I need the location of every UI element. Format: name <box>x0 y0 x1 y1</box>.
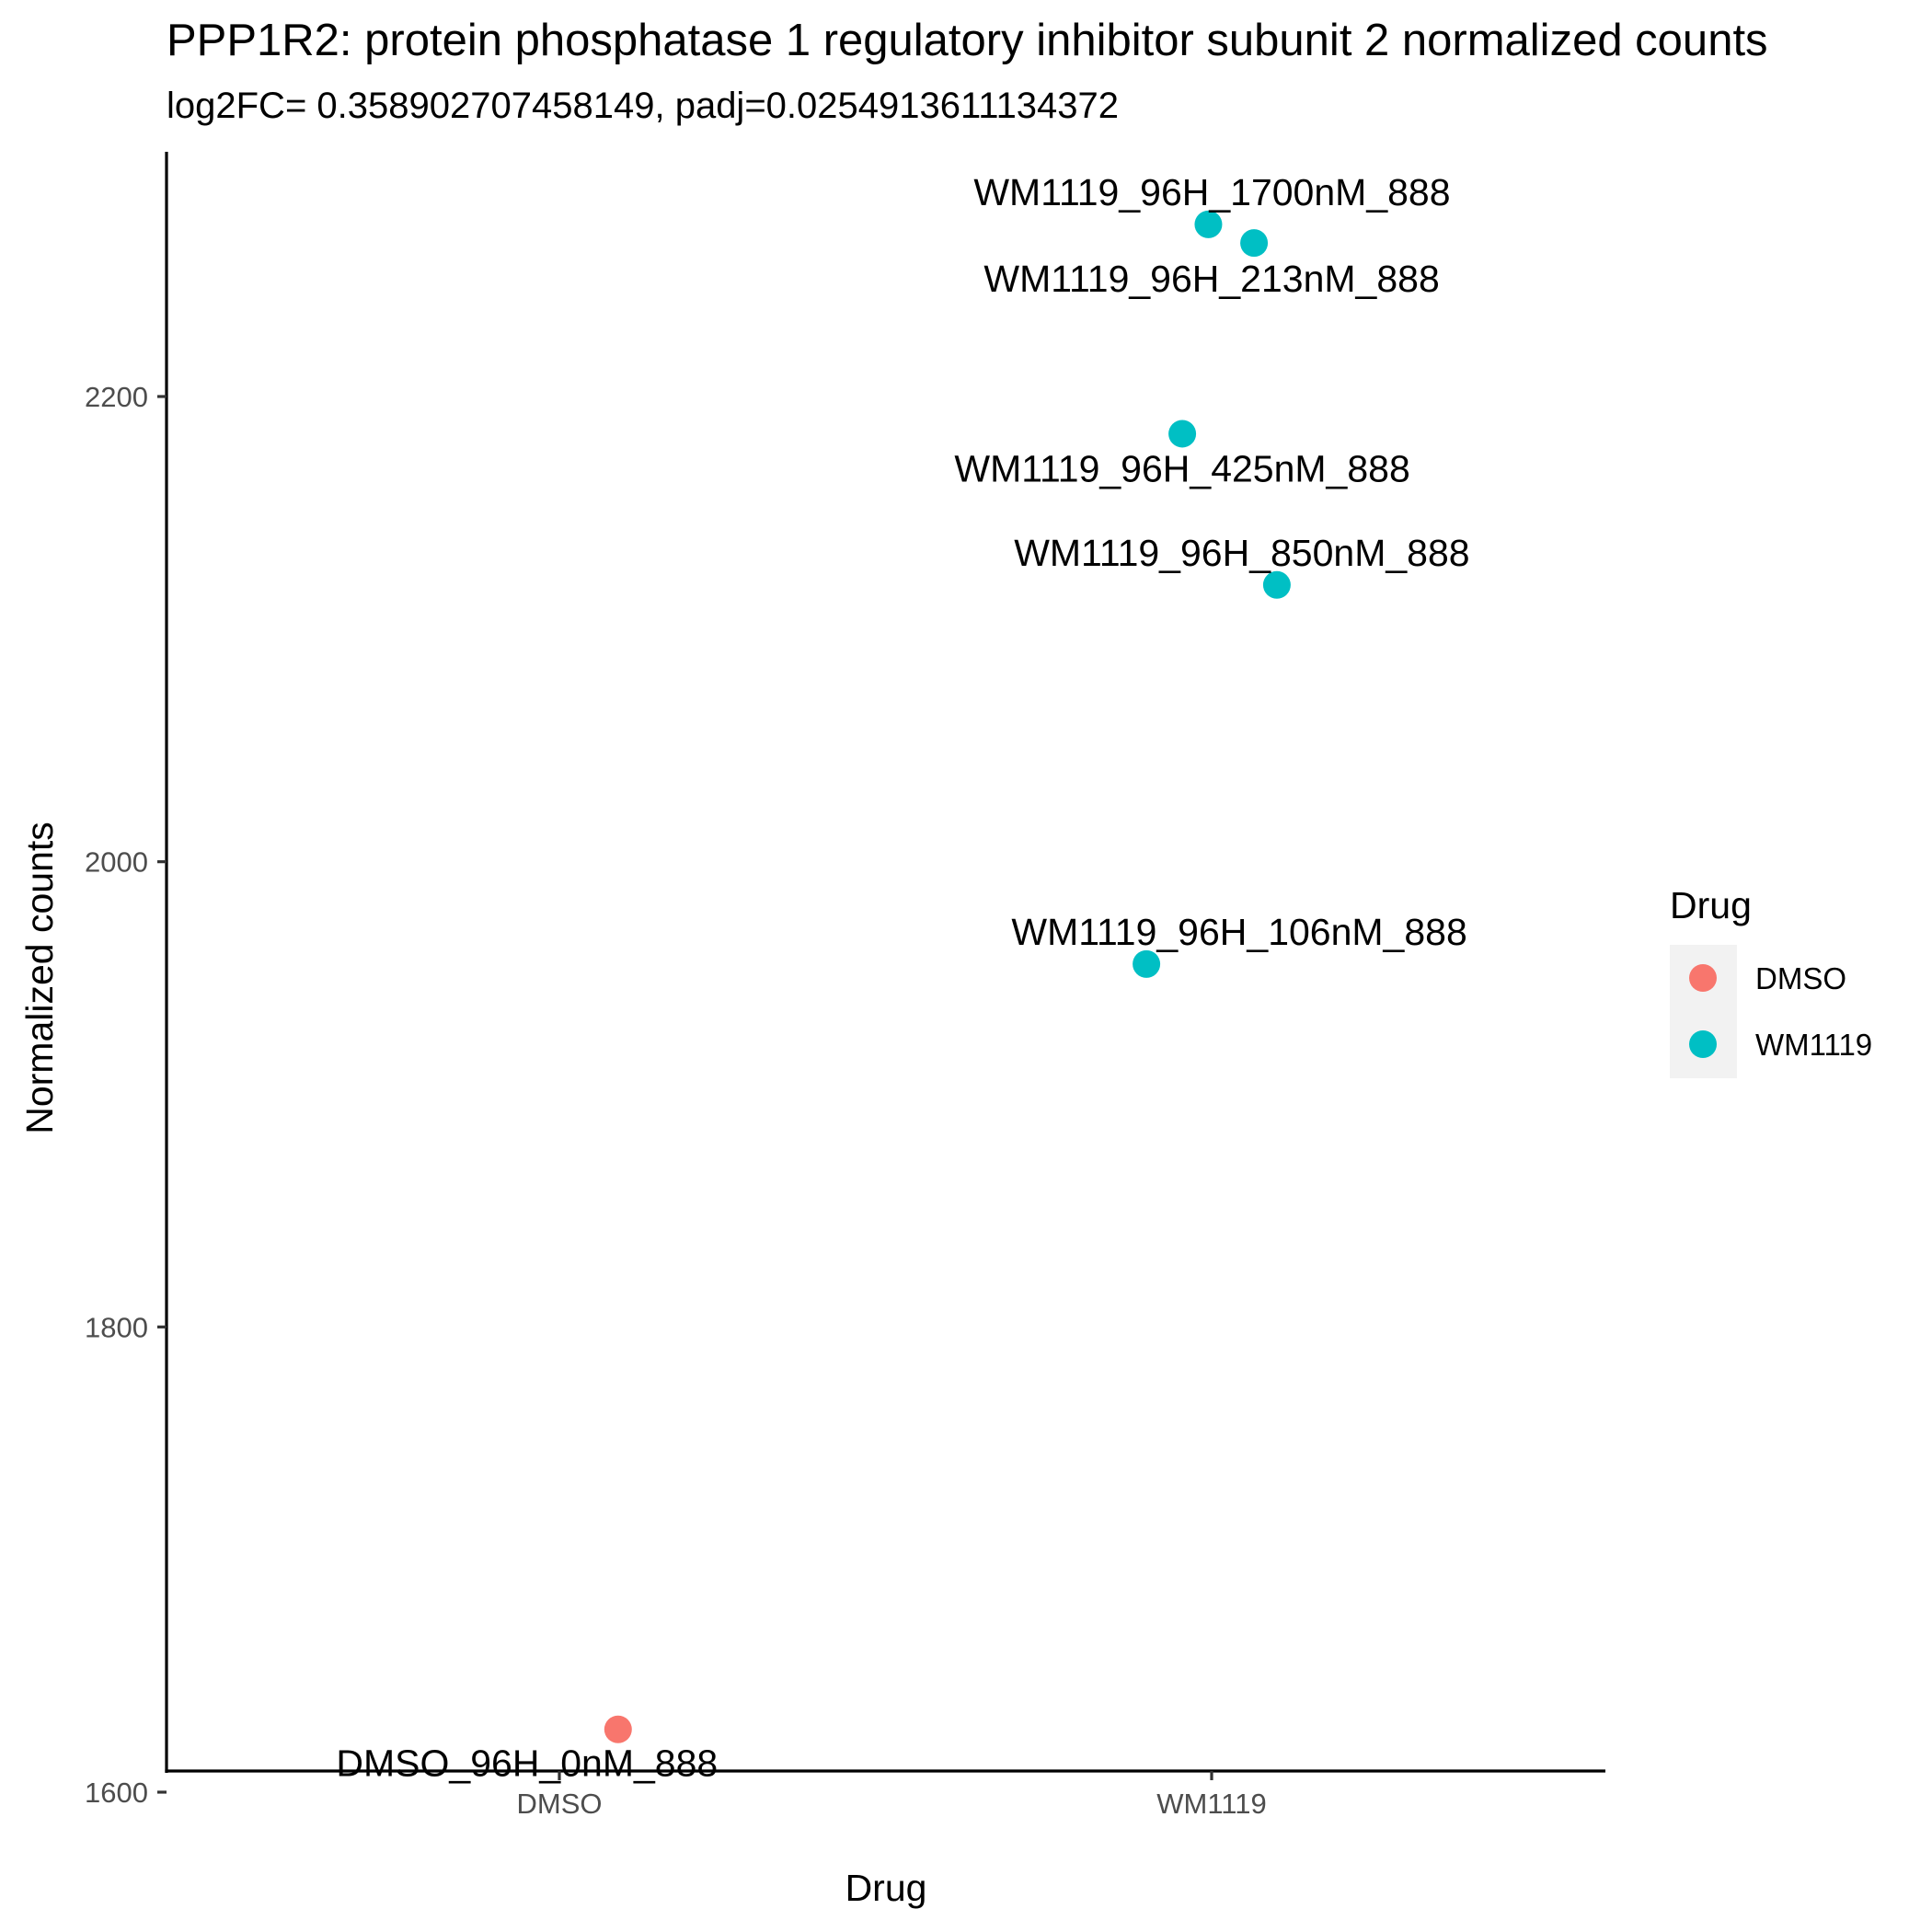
data-point <box>1262 570 1291 599</box>
x-axis-title: Drug <box>845 1867 927 1909</box>
data-point <box>604 1715 632 1743</box>
x-tick-label: DMSO <box>517 1788 603 1820</box>
axes <box>165 152 1605 1773</box>
y-tick-label: 2000 <box>85 846 148 879</box>
y-tick-label: 2200 <box>85 381 148 413</box>
data-point <box>1168 420 1197 448</box>
data-point-label: WM1119_96H_850nM_888 <box>1014 532 1469 574</box>
chart-subtitle: log2FC= 0.358902707458149, padj=0.025491… <box>167 86 1119 126</box>
legend-label: WM1119 <box>1755 1028 1872 1062</box>
data-point-labels: DMSO_96H_0nM_888 WM1119_96H_1700nM_888 WM1… <box>336 171 1469 1785</box>
legend-title: Drug <box>1670 884 1752 926</box>
x-tick-label: WM1119 <box>1156 1788 1266 1820</box>
y-axis-ticks: 1600 1800 2000 2200 <box>85 381 167 1809</box>
y-tick-label: 1600 <box>85 1777 148 1809</box>
y-tick-label: 1800 <box>85 1311 148 1343</box>
data-points <box>604 210 1291 1743</box>
data-point-label: WM1119_96H_1700nM_888 <box>973 171 1450 213</box>
legend-items: DMSO WM1119 <box>1689 961 1872 1062</box>
legend-key-point <box>1689 964 1717 992</box>
legend-key-point <box>1689 1030 1717 1058</box>
chart-title: PPP1R2: protein phosphatase 1 regulatory… <box>167 16 1768 65</box>
legend: Drug DMSO WM1119 <box>1670 884 1872 1078</box>
data-point <box>1194 210 1223 238</box>
data-point-label: DMSO_96H_0nM_888 <box>336 1742 718 1785</box>
data-point-label: WM1119_96H_213nM_888 <box>983 258 1439 300</box>
data-point <box>1240 229 1269 258</box>
data-point <box>1133 949 1161 978</box>
x-axis-ticks: DMSO WM1119 <box>517 1771 1267 1820</box>
legend-label: DMSO <box>1755 961 1846 995</box>
y-axis-title: Normalized counts <box>18 822 61 1134</box>
data-point-label: WM1119_96H_425nM_888 <box>954 447 1409 489</box>
data-point-label: WM1119_96H_106nM_888 <box>1011 911 1466 953</box>
